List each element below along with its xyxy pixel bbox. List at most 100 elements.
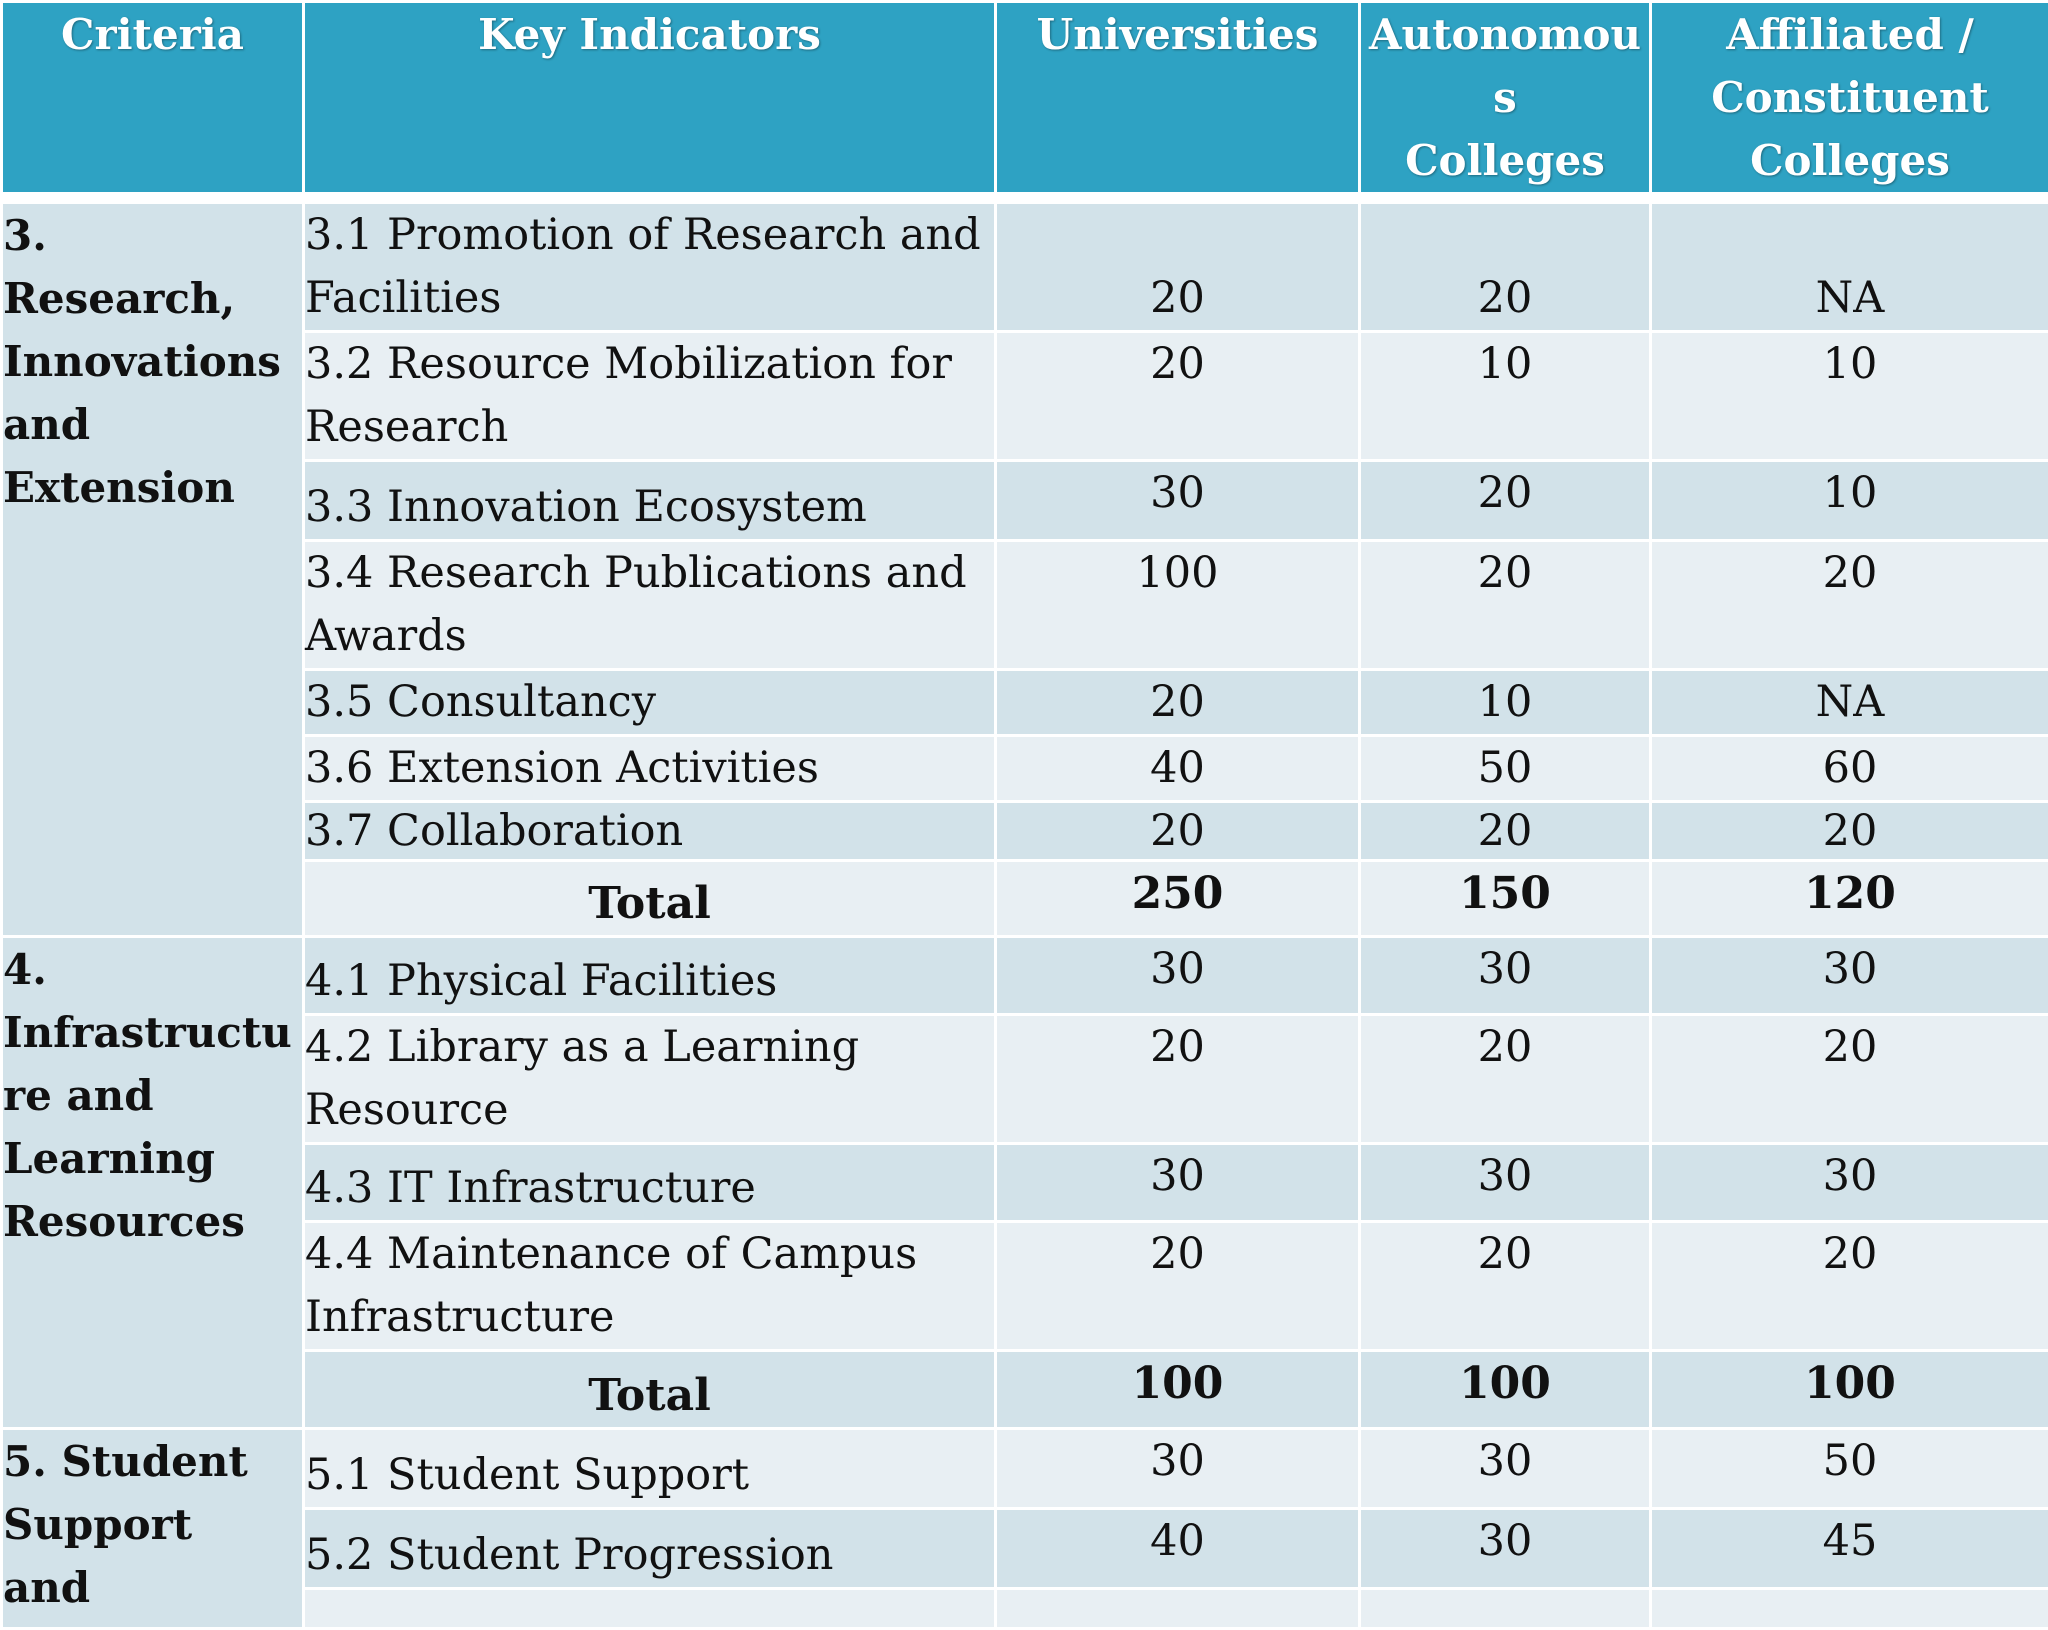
value-cell: 20 (1360, 461, 1651, 541)
criteria-line: Resources (3, 1190, 302, 1253)
table-row: 3.5 Consultancy 20 10 NA (2, 670, 2048, 736)
criteria-line: Support (3, 1493, 302, 1556)
table-row: 4.3 IT Infrastructure 30 30 30 (2, 1144, 2048, 1222)
total-value: 100 (996, 1351, 1360, 1429)
table-row: 3. Research, Innovations and Extension 3… (2, 203, 2048, 332)
value-cell: 60 (1651, 736, 2048, 802)
criteria-line: Research, (3, 267, 302, 330)
criteria-line: 3. (3, 204, 302, 267)
value-cell: 30 (996, 1144, 1360, 1222)
value-cell: 10 (1651, 332, 2048, 461)
value-cell: 20 (1360, 802, 1651, 861)
indicator-cell: 3.1 Promotion of Research and Facilities (304, 203, 996, 332)
value-cell: 10 (1651, 461, 2048, 541)
criteria-line: 5. Student (3, 1430, 302, 1493)
table-row: 5.2 Student Progression 40 30 45 (2, 1509, 2048, 1589)
value-cell: 30 (996, 1429, 1360, 1509)
value-cell: 30 (1651, 1144, 2048, 1222)
value-cell: 30 (1651, 937, 2048, 1015)
table-row: 3.2 Resource Mobilization for Research 2… (2, 332, 2048, 461)
value-cell: 20 (1360, 203, 1651, 332)
table-row: 4. Infrastructu re and Learning Resource… (2, 937, 2048, 1015)
header-autonomous-line-3: Colleges (1361, 129, 1649, 192)
value-cell: 50 (1360, 736, 1651, 802)
criteria-line: re and (3, 1064, 302, 1127)
header-autonomous-line-2: s (1361, 66, 1649, 129)
value-cell: 20 (1360, 1222, 1651, 1351)
table-row: 4.2 Library as a Learning Resource 20 20… (2, 1015, 2048, 1144)
criteria-line: 4. (3, 938, 302, 1001)
table-row: 4.4 Maintenance of Campus Infrastructure… (2, 1222, 2048, 1351)
value-cell: 20 (996, 670, 1360, 736)
value-cell: 45 (1651, 1509, 2048, 1589)
table-row: 5. Student Support and 5.1 Student Suppo… (2, 1429, 2048, 1509)
value-cell: 20 (1651, 1222, 2048, 1351)
header-row: Criteria Key Indicators Universities Aut… (2, 2, 2048, 194)
criteria-line: Extension (3, 456, 302, 519)
value-cell (1360, 1589, 1651, 1629)
value-cell: 40 (996, 1509, 1360, 1589)
indicator-cell: 3.5 Consultancy (304, 670, 996, 736)
header-autonomous-line-1: Autonomou (1361, 3, 1649, 66)
value-cell: 20 (1360, 1015, 1651, 1144)
value-cell: 20 (1651, 802, 2048, 861)
total-row: Total 100 100 100 (2, 1351, 2048, 1429)
value-cell: 20 (1360, 541, 1651, 670)
value-cell: 50 (1651, 1429, 2048, 1509)
value-cell: 20 (996, 1015, 1360, 1144)
criteria-line: and (3, 1556, 302, 1619)
value-cell: 40 (996, 736, 1360, 802)
indicator-cell: 4.1 Physical Facilities (304, 937, 996, 1015)
total-value: 120 (1651, 861, 2048, 937)
value-cell: 30 (996, 461, 1360, 541)
indicator-cell: 4.2 Library as a Learning Resource (304, 1015, 996, 1144)
criteria-line: Infrastructu (3, 1001, 302, 1064)
total-value: 100 (1651, 1351, 2048, 1429)
table-row: 3.4 Research Publications and Awards 100… (2, 541, 2048, 670)
table-row: 3.6 Extension Activities 40 50 60 (2, 736, 2048, 802)
value-cell (996, 1589, 1360, 1629)
indicator-cell: 4.4 Maintenance of Campus Infrastructure (304, 1222, 996, 1351)
table-row: 3.7 Collaboration 20 20 20 (2, 802, 2048, 861)
table-row (2, 1589, 2048, 1629)
value-cell: 10 (1360, 332, 1651, 461)
header-affiliated-colleges: Affiliated / Constituent Colleges (1651, 2, 2048, 194)
header-affiliated-line-1: Affiliated / (1652, 3, 2048, 66)
total-row: Total 250 150 120 (2, 861, 2048, 937)
indicator-cell: 5.2 Student Progression (304, 1509, 996, 1589)
value-cell: 100 (996, 541, 1360, 670)
value-cell: 20 (1651, 541, 2048, 670)
indicator-cell: 5.1 Student Support (304, 1429, 996, 1509)
criteria-cell-4: 4. Infrastructu re and Learning Resource… (2, 937, 304, 1429)
total-value: 250 (996, 861, 1360, 937)
value-cell: 30 (996, 937, 1360, 1015)
value-cell: 20 (1651, 1015, 2048, 1144)
indicator-cell: 3.7 Collaboration (304, 802, 996, 861)
indicator-cell: 4.3 IT Infrastructure (304, 1144, 996, 1222)
value-cell: 30 (1360, 937, 1651, 1015)
indicator-cell: 3.3 Innovation Ecosystem (304, 461, 996, 541)
total-label: Total (304, 1351, 996, 1429)
criteria-cell-5: 5. Student Support and (2, 1429, 304, 1629)
indicator-cell (304, 1589, 996, 1629)
total-label: Total (304, 861, 996, 937)
criteria-cell-3: 3. Research, Innovations and Extension (2, 203, 304, 937)
criteria-line: Learning (3, 1127, 302, 1190)
header-affiliated-line-3: Colleges (1652, 129, 2048, 192)
indicator-cell: 3.4 Research Publications and Awards (304, 541, 996, 670)
value-cell: 20 (996, 802, 1360, 861)
header-key-indicators: Key Indicators (304, 2, 996, 194)
value-cell: 30 (1360, 1509, 1651, 1589)
criteria-line: and (3, 393, 302, 456)
header-criteria: Criteria (2, 2, 304, 194)
value-cell: NA (1651, 670, 2048, 736)
header-autonomous-colleges: Autonomou s Colleges (1360, 2, 1651, 194)
header-affiliated-line-2: Constituent (1652, 66, 2048, 129)
value-cell: NA (1651, 203, 2048, 332)
value-cell: 30 (1360, 1144, 1651, 1222)
value-cell: 20 (996, 203, 1360, 332)
total-value: 100 (1360, 1351, 1651, 1429)
criteria-line: Innovations (3, 330, 302, 393)
header-universities: Universities (996, 2, 1360, 194)
